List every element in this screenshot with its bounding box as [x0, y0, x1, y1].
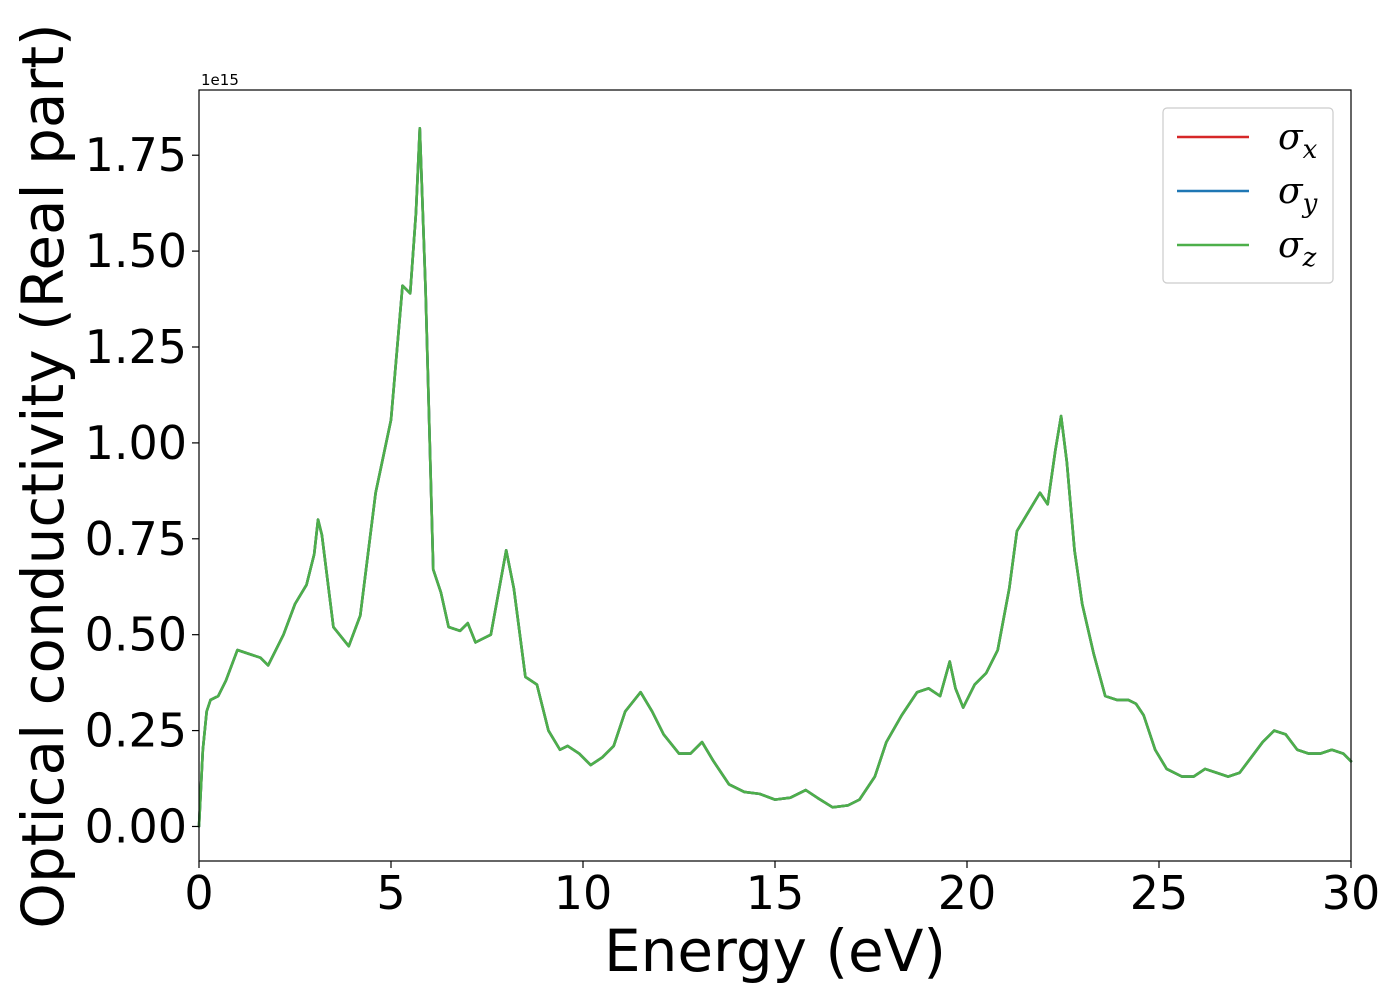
legend-label-3: σz — [1278, 225, 1317, 273]
x-tick-label: 25 — [1130, 866, 1189, 920]
series-layer — [197, 127, 1353, 828]
x-tick-label: 30 — [1322, 866, 1381, 920]
y-tick-label: 1.50 — [85, 224, 187, 278]
legend-label-2: σy — [1278, 171, 1318, 219]
y-axis-offset-label: 1e15 — [201, 71, 239, 89]
legend-box — [1162, 107, 1334, 284]
legend: σx σy σz — [1162, 107, 1334, 284]
x-tick-label: 5 — [376, 866, 405, 920]
y-tick-label: 1.25 — [85, 320, 187, 374]
y-tick-label: 1.75 — [85, 128, 187, 182]
y-tick-label: 0.75 — [85, 512, 187, 566]
y-tick-label: 0.00 — [85, 799, 187, 853]
y-tick-label: 0.25 — [85, 704, 187, 758]
x-tick-label: 15 — [746, 866, 805, 920]
x-axis-ticks: 0 5 10 15 20 25 30 — [184, 861, 1380, 920]
y-axis-ticks: 0.00 0.25 0.50 0.75 1.00 1.25 1.50 1.75 — [85, 128, 199, 853]
legend-label-1: σx — [1278, 117, 1318, 165]
series-line-3 — [197, 127, 1353, 828]
y-axis-label: Optical conductivity (Real part) — [9, 23, 77, 928]
y-tick-label: 0.50 — [85, 608, 187, 662]
y-tick-label: 1.00 — [85, 416, 187, 470]
x-tick-label: 10 — [554, 866, 613, 920]
x-tick-label: 0 — [184, 866, 213, 920]
x-tick-label: 20 — [938, 866, 997, 920]
x-axis-label: Energy (eV) — [604, 917, 946, 985]
